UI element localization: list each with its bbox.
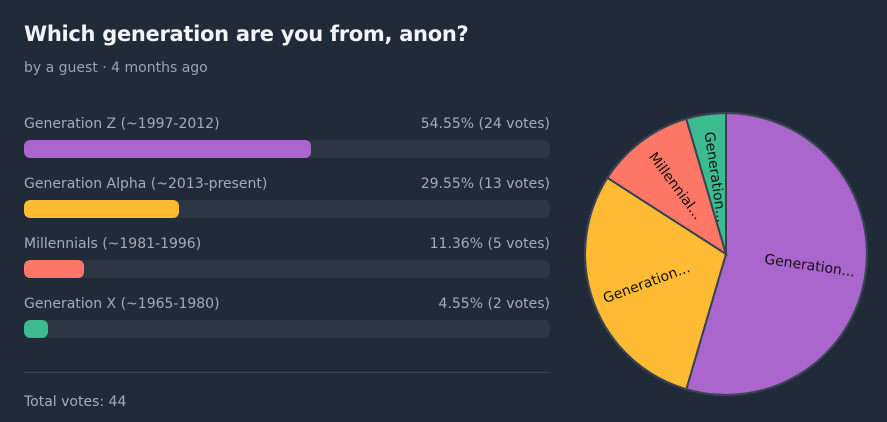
option-bar-fill	[24, 200, 180, 218]
option-bar-fill	[24, 320, 48, 338]
option-bar-track	[24, 200, 550, 218]
option-bar-track	[24, 140, 550, 158]
poll-title: Which generation are you from, anon?	[24, 22, 469, 46]
poll-option: Millennials (~1981-1996) 11.36% (5 votes)	[24, 236, 550, 278]
option-result: 11.36% (5 votes)	[429, 236, 550, 252]
option-result: 29.55% (13 votes)	[420, 176, 550, 192]
option-label: Generation Z (~1997-2012)	[24, 116, 220, 132]
poll-option: Generation Alpha (~2013-present) 29.55% (…	[24, 176, 550, 218]
option-bar-track	[24, 260, 550, 278]
option-label: Generation Alpha (~2013-present)	[24, 176, 268, 192]
option-label: Generation X (~1965-1980)	[24, 296, 220, 312]
poll-option: Generation X (~1965-1980) 4.55% (2 votes)	[24, 296, 550, 338]
option-label: Millennials (~1981-1996)	[24, 236, 202, 252]
divider	[24, 372, 550, 373]
option-bar-fill	[24, 260, 84, 278]
total-votes: Total votes: 44	[24, 394, 127, 410]
poll-meta: by a guest · 4 months ago	[24, 60, 208, 76]
poll-option: Generation Z (~1997-2012) 54.55% (24 vote…	[24, 116, 550, 158]
pie-outline	[584, 112, 868, 396]
option-bar-fill	[24, 140, 311, 158]
option-result: 54.55% (24 votes)	[420, 116, 550, 132]
option-bar-track	[24, 320, 550, 338]
option-result: 4.55% (2 votes)	[438, 296, 550, 312]
